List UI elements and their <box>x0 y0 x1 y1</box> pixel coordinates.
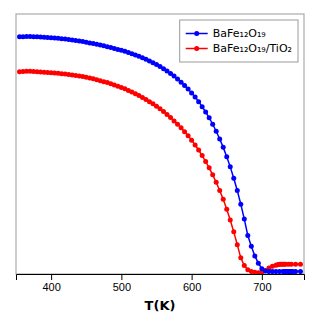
point <box>224 207 229 212</box>
point <box>203 109 208 114</box>
point <box>210 122 215 127</box>
point <box>238 202 243 207</box>
point <box>179 125 184 130</box>
point <box>293 262 298 267</box>
point <box>207 115 212 120</box>
point <box>200 104 205 109</box>
point <box>298 269 303 274</box>
x-tick-mark <box>262 274 263 280</box>
x-tick: 500 <box>113 274 131 293</box>
legend-label: BaFe₁₂O₁₉ <box>213 27 266 40</box>
point <box>189 138 194 143</box>
x-tick-label: 400 <box>42 281 60 293</box>
point <box>186 133 191 138</box>
point <box>175 122 180 127</box>
legend-entry: BaFe₁₂O₁₉ <box>186 27 266 40</box>
chart: 400 500 600 700 BaFe₁₂O₁₉ BaFe₁₂O₁₉/TiO₂ T(K) <box>0 0 320 320</box>
legend-label: BaFe₁₂O₁₉/TiO₂ <box>213 42 292 55</box>
point <box>235 188 240 193</box>
point <box>256 261 261 266</box>
x-tick-label: 500 <box>113 281 131 293</box>
point <box>231 176 236 181</box>
point <box>231 229 236 234</box>
point <box>182 83 187 88</box>
x-tick: 700 <box>253 274 271 293</box>
plot: 400 500 600 700 BaFe₁₂O₁₉ BaFe₁₂O₁₉/TiO₂ <box>16 14 305 293</box>
data <box>17 34 303 274</box>
point <box>196 148 201 153</box>
x-axis-label: T(K) <box>145 298 176 313</box>
legend-marker <box>194 46 199 51</box>
point <box>182 129 187 134</box>
point <box>203 159 208 164</box>
point <box>196 99 201 104</box>
x-tick: 600 <box>183 274 201 293</box>
point <box>298 262 303 267</box>
point <box>221 197 226 202</box>
point <box>193 142 198 147</box>
point <box>224 154 229 159</box>
legend-box <box>180 20 298 62</box>
x-tick-mark <box>51 274 52 280</box>
point <box>242 217 247 222</box>
line <box>20 36 301 271</box>
x-tick-mark <box>192 274 193 280</box>
point <box>214 129 219 134</box>
x-tick-label: 600 <box>183 281 201 293</box>
line <box>20 71 301 272</box>
legend-entry: BaFe₁₂O₁₉/TiO₂ <box>186 42 292 55</box>
point <box>200 153 205 158</box>
point <box>217 136 222 141</box>
x-axis: 400 500 600 700 <box>17 274 305 293</box>
point <box>242 263 247 268</box>
point <box>193 95 198 100</box>
legend: BaFe₁₂O₁₉ BaFe₁₂O₁₉/TiO₂ <box>180 20 298 62</box>
plot-frame <box>16 14 304 274</box>
x-tick-mark <box>121 274 122 280</box>
point <box>189 90 194 95</box>
point <box>221 145 226 150</box>
point <box>238 255 243 260</box>
x-axis-line <box>17 275 305 281</box>
point <box>217 188 222 193</box>
legend-marker <box>194 31 199 36</box>
point <box>293 269 298 274</box>
point <box>252 253 257 258</box>
point <box>228 218 233 223</box>
point <box>235 242 240 247</box>
point <box>186 87 191 92</box>
point <box>210 172 215 177</box>
x-tick-label: 700 <box>253 281 271 293</box>
x-tick: 400 <box>42 274 60 293</box>
point <box>245 233 250 238</box>
point <box>207 165 212 170</box>
series <box>17 34 303 274</box>
point <box>228 164 233 169</box>
point <box>214 180 219 185</box>
series <box>17 69 303 274</box>
point <box>249 244 254 249</box>
